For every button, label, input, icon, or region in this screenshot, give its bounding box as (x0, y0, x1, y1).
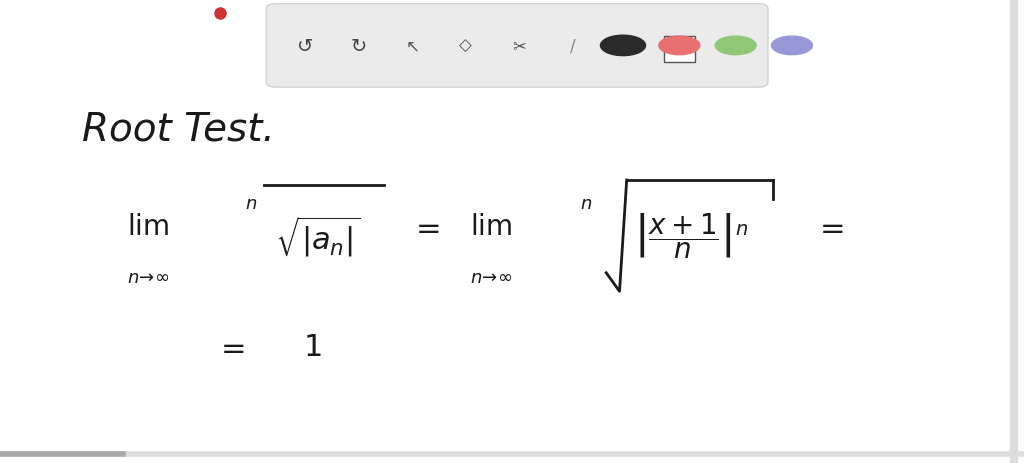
Text: $\lim$: $\lim$ (470, 213, 513, 241)
Text: Root Test.: Root Test. (82, 111, 274, 149)
FancyBboxPatch shape (266, 5, 768, 88)
Text: $=$: $=$ (410, 213, 440, 241)
Circle shape (715, 37, 756, 56)
Text: ↖: ↖ (406, 38, 419, 55)
Circle shape (771, 37, 812, 56)
Text: $\lim$: $\lim$ (127, 213, 170, 241)
Text: $\left|\dfrac{x+1}{n}\right|^n$: $\left|\dfrac{x+1}{n}\right|^n$ (634, 211, 749, 261)
Circle shape (658, 37, 699, 56)
Text: ✂: ✂ (512, 38, 526, 55)
Circle shape (600, 36, 645, 56)
Text: $=$: $=$ (814, 213, 845, 241)
Text: $=$: $=$ (215, 333, 246, 362)
Text: $n\!\to\!\infty$: $n\!\to\!\infty$ (127, 269, 170, 287)
Text: A: A (621, 39, 632, 54)
Text: $\sqrt{|a_n|}$: $\sqrt{|a_n|}$ (274, 214, 360, 258)
Text: $n$: $n$ (245, 195, 257, 213)
Text: $n$: $n$ (580, 195, 592, 213)
Text: ◇: ◇ (460, 38, 472, 55)
Text: ↻: ↻ (350, 37, 367, 56)
Text: /: / (570, 38, 575, 55)
Text: ↺: ↺ (297, 37, 313, 56)
Text: $1$: $1$ (303, 333, 322, 362)
FancyBboxPatch shape (665, 37, 695, 63)
Text: $n\!\to\!\infty$: $n\!\to\!\infty$ (470, 269, 513, 287)
